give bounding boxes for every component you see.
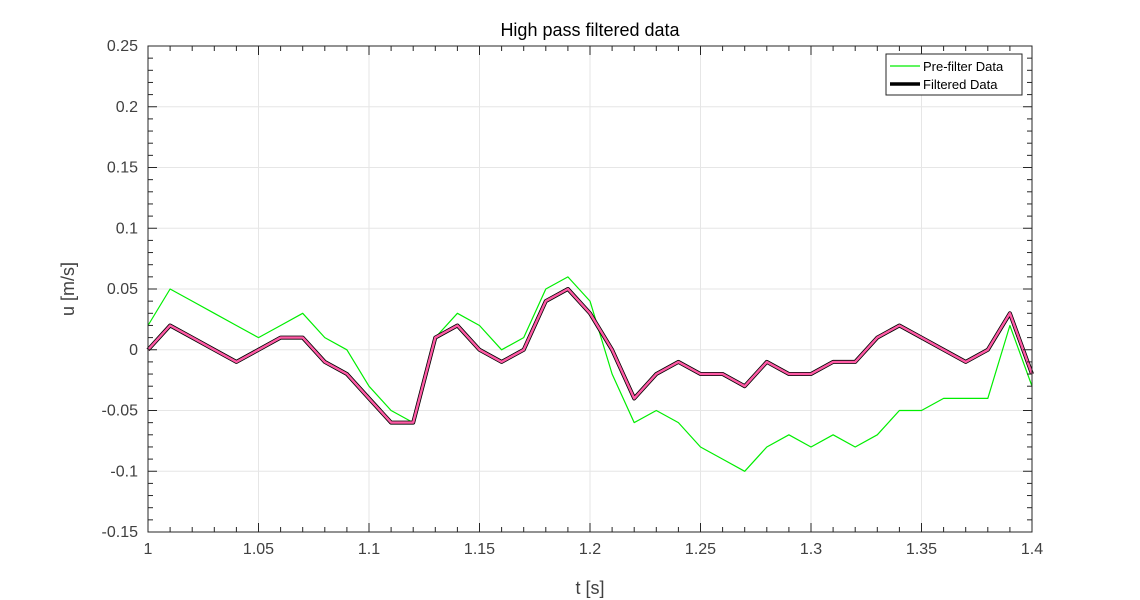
x-tick-label: 1.2 [579, 541, 601, 558]
y-axis-label: u [m/s] [58, 262, 78, 316]
series-line-filtered [147, 287, 1034, 424]
y-tick-label: 0.1 [116, 220, 138, 237]
x-tick-label: 1.25 [685, 541, 716, 558]
x-tick-label: 1.3 [800, 541, 822, 558]
legend-box [885, 53, 1023, 96]
y-tick-label: 0.25 [107, 38, 138, 55]
y-tick-label: -0.15 [102, 524, 139, 541]
x-tick-label: 1.1 [358, 541, 380, 558]
x-axis-label: t [s] [575, 578, 604, 598]
x-tick-label: 1.05 [243, 541, 274, 558]
y-tick-label: 0.15 [107, 160, 138, 177]
legend-label-filtered: Filtered Data [923, 77, 998, 92]
chart-title: High pass filtered data [500, 20, 680, 40]
grid [148, 46, 1032, 532]
axis-ticks [147, 45, 1033, 533]
y-tick-label: 0 [129, 342, 138, 359]
y-tick-label: -0.05 [102, 403, 139, 420]
y-tick-label: 0.05 [107, 281, 138, 298]
x-tick-label: 1 [144, 541, 153, 558]
y-tick-label: 0.2 [116, 99, 138, 116]
y-tick-label: -0.1 [110, 463, 138, 480]
tick-labels: 1 1.05 1.1 1.15 1.2 1.25 1.3 1.35 1.4 -0.15 -0.1 -0… [102, 38, 1044, 558]
legend-label-prefilter: Pre-filter Data [923, 59, 1004, 74]
x-tick-label: 1.15 [464, 541, 495, 558]
plot-lines [146, 276, 1034, 472]
series-line-prefilter [147, 276, 1033, 472]
legend: Pre-filter Data Filtered Data [885, 53, 1023, 96]
x-tick-label: 1.4 [1021, 541, 1043, 558]
x-tick-label: 1.35 [906, 541, 937, 558]
